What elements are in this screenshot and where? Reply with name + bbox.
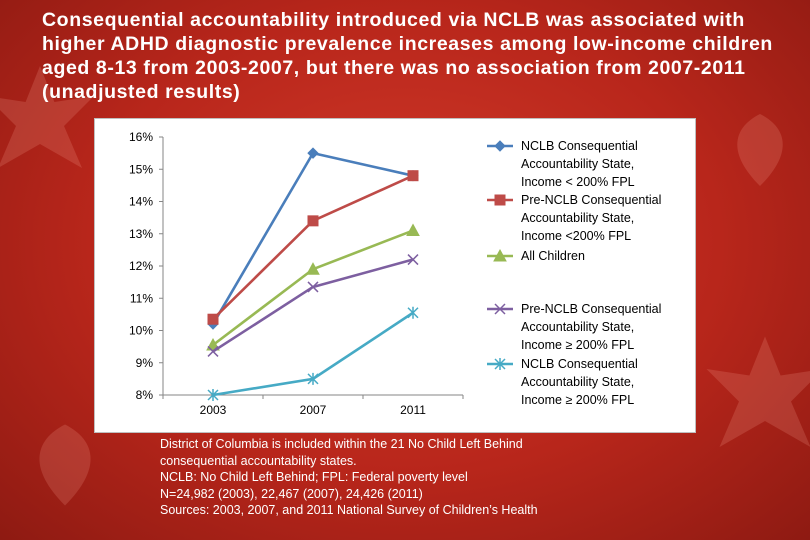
y-tick-label: 15% — [129, 162, 153, 176]
y-tick-label: 13% — [129, 227, 153, 241]
slide-title: Consequential accountability introduced … — [42, 9, 773, 103]
data-point-series-3 — [406, 223, 420, 237]
legend-label: Income < 200% FPL — [521, 175, 635, 189]
legend-label: Accountability State, — [521, 320, 634, 334]
note-line: N=24,982 (2003), 22,467 (2007), 24,426 (… — [160, 486, 423, 501]
legend-label: Accountability State, — [521, 157, 634, 171]
y-tick-label: 14% — [129, 195, 153, 209]
legend-marker — [493, 248, 507, 262]
leaf-decoration-icon — [39, 424, 91, 506]
legend-marker — [494, 303, 506, 315]
leaf-decoration-icon — [737, 114, 783, 186]
legend-label: Pre-NCLB Consequential — [521, 302, 661, 316]
legend-label: Income <200% FPL — [521, 229, 631, 243]
y-tick-label: 12% — [129, 259, 153, 273]
series-line-1 — [211, 151, 414, 325]
legend-marker — [494, 140, 506, 152]
data-point-series-4 — [207, 345, 219, 357]
x-tick-label: 2007 — [300, 403, 327, 417]
chart-notes: District of Columbia is included within … — [160, 436, 760, 519]
note-line: Sources: 2003, 2007, and 2011 National S… — [160, 503, 538, 517]
legend-label: All Children — [521, 249, 585, 263]
data-point-series-5 — [307, 372, 319, 385]
data-point-series-5 — [407, 306, 419, 319]
leaf-decoration-icon — [706, 336, 810, 447]
y-tick-label: 8% — [136, 388, 154, 402]
data-point-series-3 — [306, 262, 320, 275]
y-tick-label: 11% — [130, 291, 153, 305]
legend-label: Income ≥ 200% FPL — [521, 393, 634, 407]
note-line: District of Columbia is included within … — [160, 437, 523, 451]
x-tick-label: 2011 — [400, 403, 426, 417]
line-chart: 8% 9% 10% 11% 12% 13% 14% 15% 16% 2003 2007 2011 NCL… — [129, 130, 661, 417]
data-point-series-1 — [307, 147, 319, 159]
data-point-series-5 — [207, 389, 219, 401]
legend-label: Accountability State, — [521, 375, 634, 389]
data-point-series-2 — [307, 215, 319, 227]
note-line: consequential accountability states. — [160, 453, 357, 468]
y-tick-label: 16% — [129, 130, 153, 144]
y-tick-label: 9% — [136, 356, 154, 370]
series-line-2 — [212, 174, 414, 321]
leaf-decoration-icon — [0, 66, 94, 168]
note-line: NCLB: No Child Left Behind; FPL: Federal… — [160, 470, 468, 484]
data-point-series-4 — [407, 254, 419, 266]
legend-label: Pre-NCLB Consequential — [521, 193, 661, 207]
data-point-series-4 — [307, 281, 319, 293]
legend-label: Income ≥ 200% FPL — [521, 338, 634, 352]
data-point-series-2 — [407, 170, 419, 182]
legend-marker — [494, 358, 506, 370]
legend-label: NCLB Consequential — [521, 139, 638, 153]
chart-area: 8% 9% 10% 11% 12% 13% 14% 15% 16% 2003 2007 2011 NCL… — [94, 118, 696, 433]
legend-marker — [494, 194, 506, 206]
y-tick-label: 10% — [129, 324, 153, 338]
legend-label: NCLB Consequential — [521, 357, 638, 371]
x-tick-label: 2003 — [200, 403, 227, 417]
legend-label: Accountability State, — [521, 211, 634, 225]
data-point-series-2 — [207, 313, 219, 325]
